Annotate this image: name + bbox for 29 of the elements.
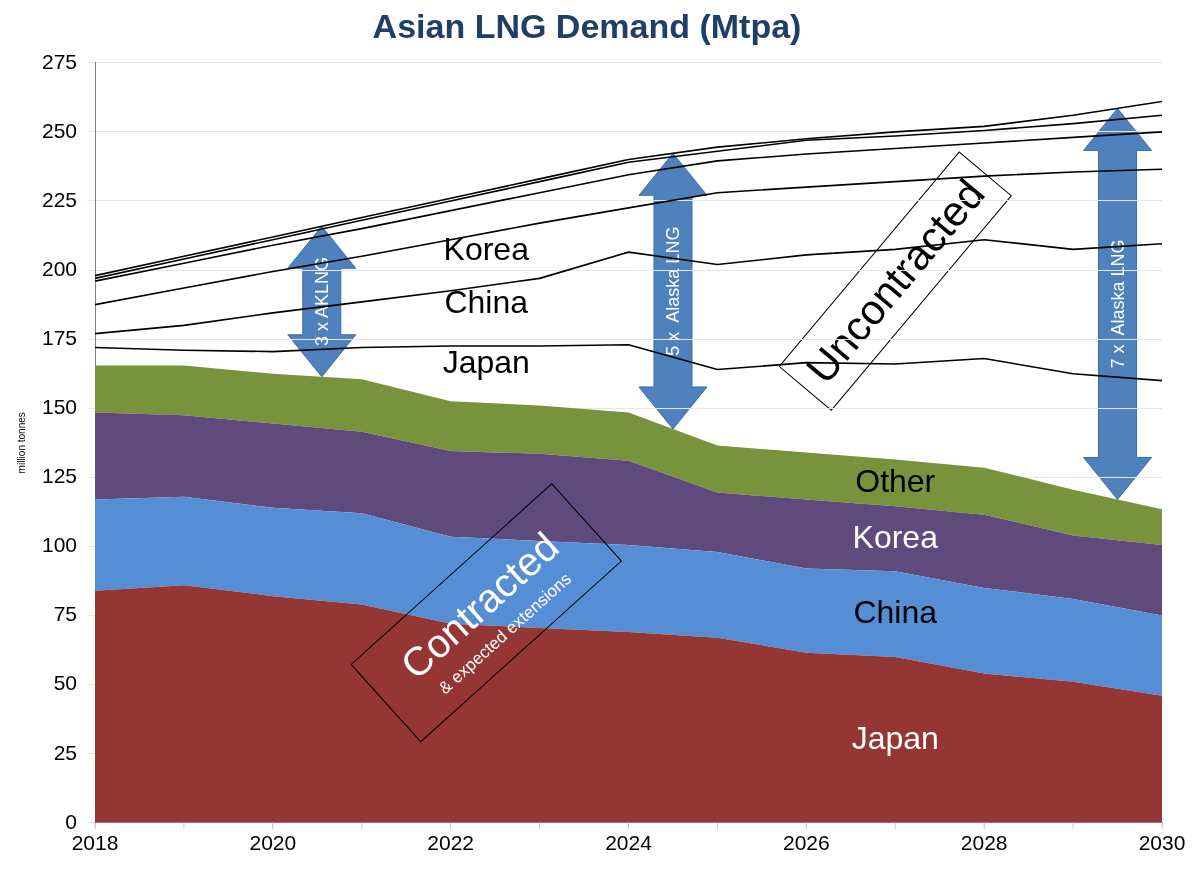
y-tick-label: 200: [41, 256, 78, 280]
y-tick-label: 0: [65, 809, 78, 833]
x-tick-label: 2022: [427, 831, 475, 855]
y-axis-title: million tonnes: [15, 412, 27, 474]
y-tick-label: 250: [41, 118, 78, 142]
y-tick-label: 175: [41, 325, 78, 349]
y-tick-label: 150: [41, 395, 78, 419]
y-tick-label: 75: [53, 602, 78, 626]
y-tick-label: 125: [41, 464, 78, 488]
series-label: Japan: [442, 343, 530, 380]
x-tick-label: 2018: [71, 831, 119, 855]
annotation: 7 x Alaska LNG: [1107, 239, 1128, 369]
y-tick-label: 275: [41, 49, 78, 73]
series-label: Korea: [443, 230, 530, 267]
series-label: Other: [855, 462, 936, 499]
series-label: Korea: [852, 518, 939, 555]
x-tick-label: 2030: [1138, 831, 1186, 855]
series-label: China: [444, 283, 529, 320]
x-tick-label: 2028: [960, 831, 1008, 855]
y-tick-label: 100: [41, 533, 78, 557]
x-tick-label: 2024: [605, 831, 653, 855]
x-tick-label: 2026: [782, 831, 830, 855]
y-tick-label: 50: [53, 671, 78, 695]
y-tick-label: 25: [53, 740, 78, 764]
series-label: Japan: [851, 719, 939, 756]
y-tick-label: 225: [41, 187, 78, 211]
x-tick-label: 2020: [249, 831, 297, 855]
chart-title: Asian LNG Demand (Mtpa): [372, 6, 802, 45]
series-label: China: [853, 593, 938, 630]
